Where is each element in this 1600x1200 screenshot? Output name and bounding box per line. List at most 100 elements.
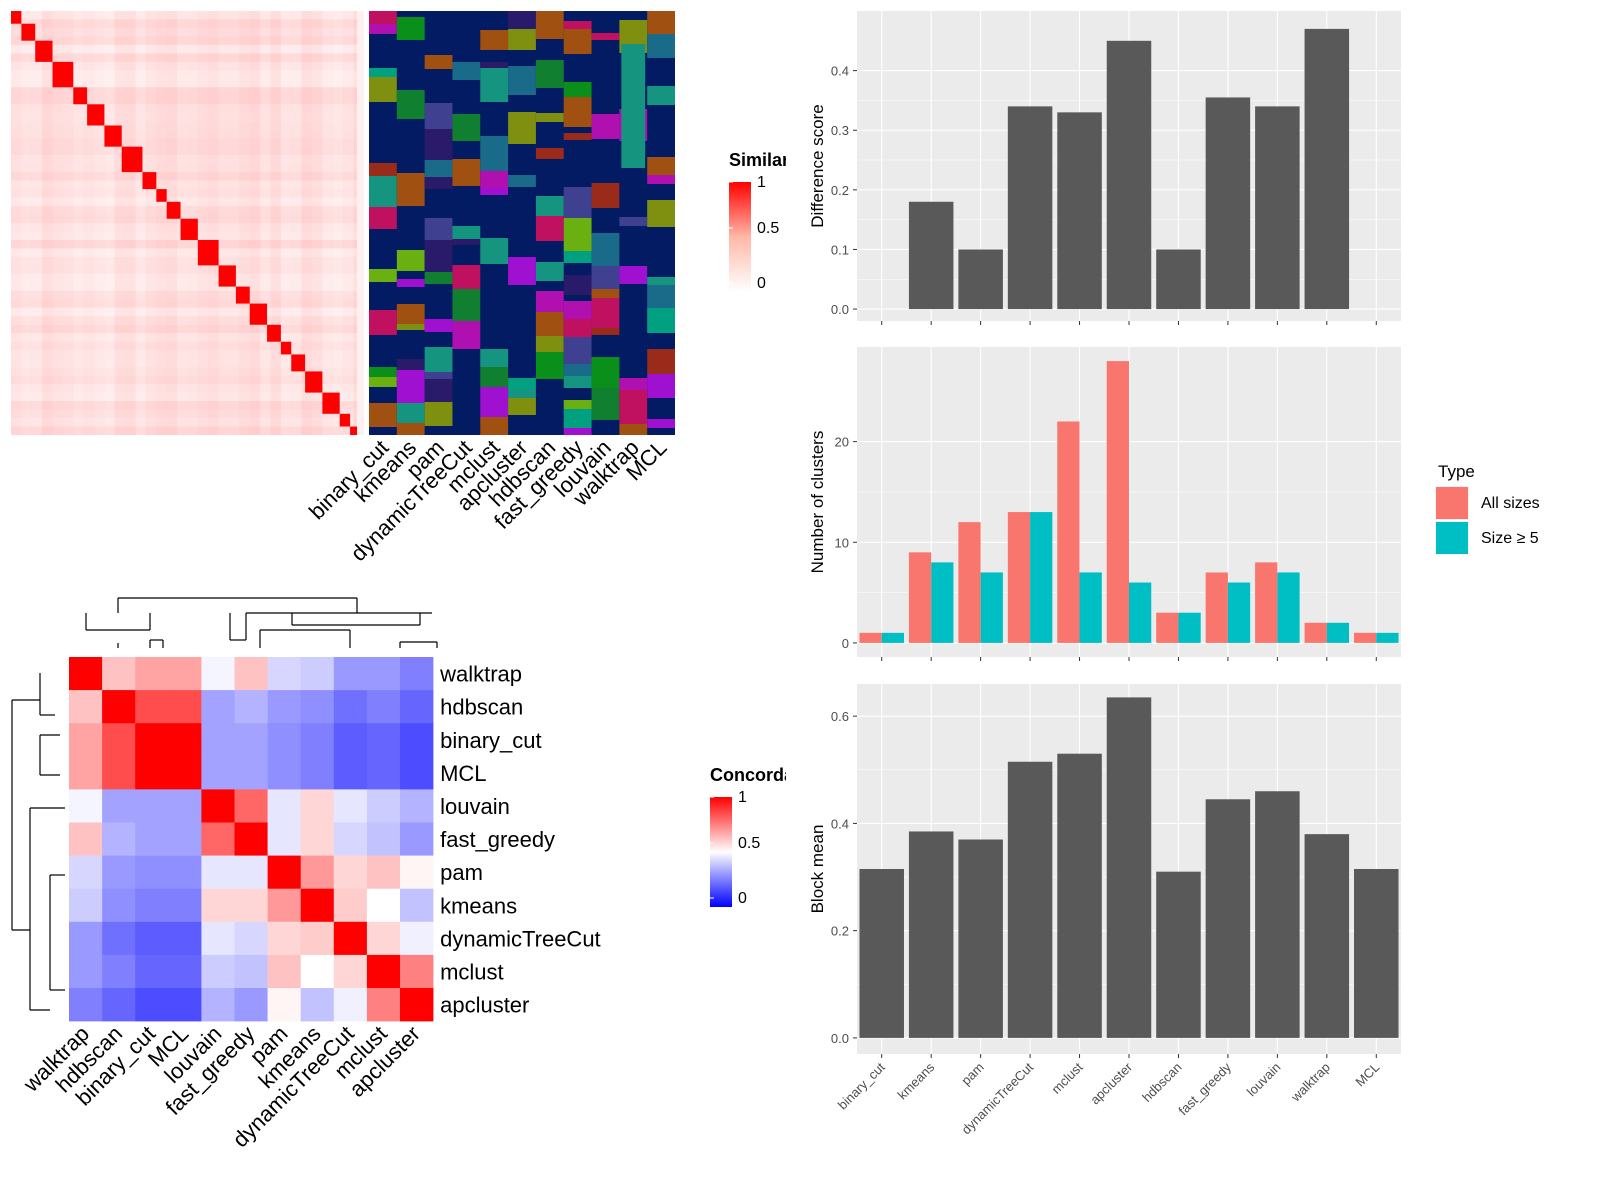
membership-segment <box>508 398 536 415</box>
concordance-cell <box>69 888 103 923</box>
similarity-col-band <box>301 11 313 435</box>
concordance-cell <box>168 855 202 889</box>
similarity-block <box>166 201 181 219</box>
similarity-col-band <box>343 11 354 435</box>
membership-segment <box>369 269 397 282</box>
bar <box>1057 421 1080 643</box>
concordance-cell <box>366 954 401 989</box>
bar <box>1227 582 1251 643</box>
concordance-cell <box>400 855 434 889</box>
y-tick-label: 20 <box>835 435 849 450</box>
bar <box>859 869 904 1038</box>
similarity-block <box>87 104 105 126</box>
membership-segment <box>563 97 592 127</box>
membership-segment <box>563 29 592 54</box>
membership-segment <box>621 44 646 168</box>
concordance-cell <box>69 657 103 691</box>
y-tick-label: 0.2 <box>831 924 849 939</box>
similarity-col-band <box>11 11 22 435</box>
concordance-cell <box>168 988 202 1022</box>
legend-title: Type <box>1438 462 1475 481</box>
concordance-cell <box>300 888 335 923</box>
membership-segment <box>424 129 453 160</box>
bar <box>1057 753 1102 1038</box>
similarity-col-band <box>114 11 126 435</box>
membership-segment <box>508 378 536 389</box>
concordance-cell <box>400 756 434 790</box>
similarity-legend: Similarity 1 0.5 0 <box>729 150 786 292</box>
bar <box>958 839 1003 1038</box>
membership-segment <box>563 337 592 357</box>
y-axis-title: Block mean <box>808 825 827 914</box>
concordance-cell <box>135 723 169 757</box>
concordance-row-label: dynamicTreeCut <box>440 926 601 951</box>
concordance-cell <box>168 954 202 989</box>
similarity-block <box>156 189 167 202</box>
membership-segment <box>591 266 620 289</box>
similarity-block <box>339 413 351 427</box>
bar <box>1079 572 1102 643</box>
similarity-block <box>21 23 36 41</box>
membership-segment <box>647 308 675 333</box>
similarity-block <box>291 354 306 372</box>
similarity-block <box>350 426 357 435</box>
bar <box>1205 572 1228 643</box>
concordance-cell <box>135 690 169 724</box>
membership-segment <box>508 66 536 95</box>
membership-segment <box>396 324 425 330</box>
concordance-cell <box>69 822 103 856</box>
legend-key <box>1436 522 1468 554</box>
bar <box>931 562 954 643</box>
concordance-cell <box>102 855 136 889</box>
membership-segment <box>591 357 620 388</box>
bar <box>1304 622 1327 643</box>
bar <box>1178 612 1201 643</box>
similarity-block <box>305 371 323 393</box>
concordance-cell <box>135 855 169 889</box>
concordance-heatmap: walktrap hdbscan binary_cut MCL louvain fast_… <box>18 657 601 1152</box>
membership-segment <box>396 173 425 206</box>
legend-tick-label: 0.5 <box>738 835 760 852</box>
concordance-cell <box>366 988 401 1022</box>
similarity-col-band <box>228 11 240 435</box>
membership-segment <box>619 390 648 424</box>
similarity-col-band <box>291 11 302 435</box>
membership-segment <box>369 77 397 102</box>
concordance-cell <box>333 855 368 889</box>
bar <box>908 552 932 643</box>
concordance-cell <box>366 855 401 889</box>
type-legend: Type All sizes Size ≥ 5 <box>1435 462 1540 555</box>
membership-segment <box>619 424 648 435</box>
similarity-col-band <box>62 11 74 435</box>
membership-segment <box>508 257 536 285</box>
block-mean-chart: 0.0 0.2 0.4 0.6 Block mean binary_cut kmeans pa… <box>808 684 1401 1137</box>
membership-segment <box>591 328 620 335</box>
concordance-cell <box>102 888 136 923</box>
membership-segment <box>535 113 564 122</box>
concordance-cell <box>366 888 401 923</box>
membership-segment <box>563 275 592 295</box>
number-of-clusters-chart: 0 10 20 Number of clusters <box>808 347 1401 661</box>
concordance-cell <box>333 888 368 923</box>
membership-segment <box>535 262 564 281</box>
membership-segment <box>508 175 536 187</box>
membership-segment <box>619 217 648 226</box>
membership-segment <box>424 103 453 129</box>
bar <box>1106 40 1152 310</box>
membership-segment <box>369 68 397 77</box>
membership-segment <box>424 160 453 177</box>
bar <box>908 201 954 310</box>
concordance-cell <box>267 888 301 923</box>
bar <box>1030 512 1053 643</box>
concordance-cell <box>267 723 301 757</box>
membership-segment <box>480 387 509 417</box>
membership-segment <box>535 291 564 312</box>
concordance-cell <box>234 723 268 757</box>
membership-segment <box>424 372 453 379</box>
membership-segment <box>647 285 675 308</box>
concordance-cell <box>333 789 368 823</box>
bar <box>1057 112 1102 310</box>
concordance-cell <box>102 723 136 757</box>
membership-segment <box>508 112 536 144</box>
membership-segment <box>563 218 592 251</box>
